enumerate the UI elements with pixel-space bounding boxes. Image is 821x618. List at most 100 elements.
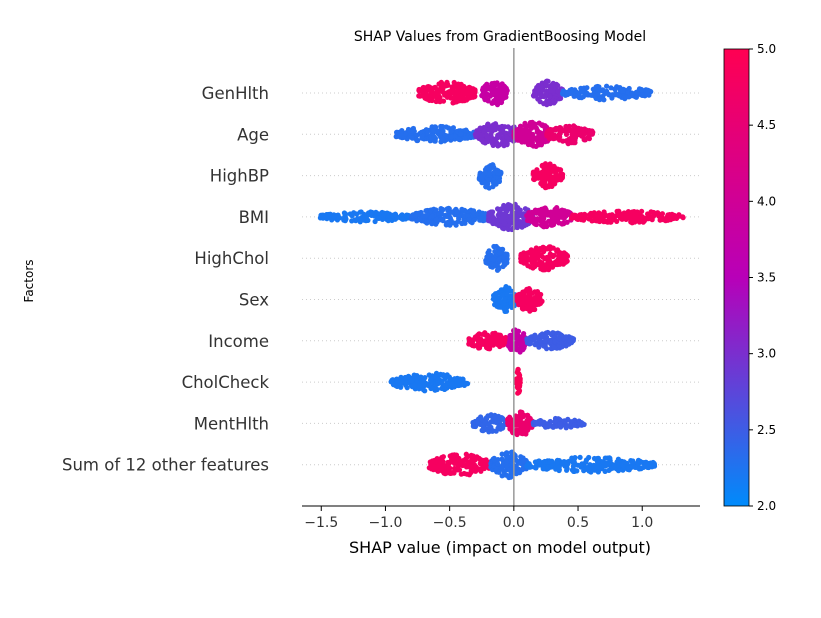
data-point <box>551 344 557 350</box>
data-point <box>397 133 403 139</box>
data-point <box>527 249 533 255</box>
data-point <box>572 93 578 99</box>
data-point <box>524 213 531 219</box>
data-point <box>563 251 569 257</box>
data-point <box>471 343 477 349</box>
data-point <box>613 213 619 219</box>
data-point <box>570 458 577 465</box>
data-point <box>455 462 461 468</box>
data-point <box>550 424 556 430</box>
data-point <box>428 377 434 383</box>
data-point <box>522 122 528 128</box>
data-point <box>574 468 580 474</box>
data-point <box>602 468 608 474</box>
data-point <box>639 208 645 214</box>
data-point <box>553 418 559 424</box>
data-point <box>527 287 533 293</box>
data-point <box>540 267 546 273</box>
data-point <box>493 243 499 250</box>
data-point <box>482 170 488 176</box>
data-point <box>564 219 570 225</box>
data-point <box>479 136 485 142</box>
data-point <box>443 213 449 219</box>
data-point <box>448 129 454 135</box>
data-point <box>556 336 562 342</box>
data-point <box>626 85 632 92</box>
data-point <box>483 259 489 265</box>
colorbar-tick-label: 2.5 <box>757 423 776 437</box>
data-point <box>503 459 510 465</box>
data-point <box>394 378 400 384</box>
feature-label: HighChol <box>194 249 269 268</box>
data-point <box>351 210 357 216</box>
data-point <box>496 266 502 272</box>
data-point <box>497 304 503 310</box>
colorbar-tick-label: 2.0 <box>757 499 776 513</box>
data-point <box>593 218 600 224</box>
data-point <box>580 94 587 100</box>
data-point <box>492 248 498 255</box>
colorbar-tick-label: 3.0 <box>757 347 776 361</box>
data-point <box>545 464 551 470</box>
colorbar-tick-label: 3.5 <box>757 271 776 285</box>
data-point <box>497 299 503 305</box>
data-point <box>547 136 553 142</box>
data-point <box>433 217 440 223</box>
data-point <box>429 213 435 219</box>
data-point <box>415 211 421 217</box>
data-point <box>492 121 499 127</box>
data-point <box>555 82 561 89</box>
data-point <box>369 210 375 216</box>
data-point <box>426 383 432 389</box>
data-point <box>552 339 558 345</box>
colorbar-ticks: 2.0 2.5 3.0 3.5 4.0 4.5 5.0 <box>749 42 776 513</box>
data-point <box>385 218 391 224</box>
beeswarm-cluster <box>569 208 686 226</box>
x-axis-ticks: −1.5 −1.0 −0.5 0.0 0.5 1.0 <box>304 506 653 531</box>
data-point <box>495 222 501 228</box>
data-point <box>446 468 452 474</box>
data-point <box>553 208 559 215</box>
data-point <box>449 209 455 215</box>
data-point <box>507 467 513 473</box>
data-point <box>416 383 422 389</box>
data-point <box>629 90 635 96</box>
data-point <box>516 389 522 395</box>
data-point <box>420 213 426 219</box>
data-point <box>540 333 546 339</box>
data-point <box>547 177 553 183</box>
data-point <box>570 128 576 134</box>
data-point <box>515 205 521 211</box>
data-point <box>445 461 451 467</box>
data-point <box>515 384 521 390</box>
data-point <box>404 385 410 391</box>
data-point <box>490 162 496 168</box>
data-point <box>470 453 476 459</box>
data-point <box>506 222 512 228</box>
data-point <box>607 455 613 461</box>
data-point <box>570 215 576 221</box>
data-point <box>458 83 464 89</box>
data-point <box>324 216 330 222</box>
x-tick-label: 0.5 <box>567 515 589 531</box>
data-point <box>472 87 478 93</box>
data-point <box>495 461 501 467</box>
data-point <box>563 126 570 133</box>
data-point <box>625 209 632 215</box>
data-point <box>470 464 476 470</box>
data-point <box>588 469 594 475</box>
data-point <box>491 169 497 175</box>
data-point <box>633 89 639 95</box>
data-point <box>455 218 461 224</box>
data-point <box>557 417 563 423</box>
data-point <box>513 417 519 423</box>
data-point <box>429 97 435 104</box>
data-point <box>405 126 412 133</box>
beeswarm-cluster <box>426 451 494 478</box>
beeswarm-cluster <box>416 79 478 106</box>
data-point <box>630 459 636 465</box>
data-point <box>532 221 539 227</box>
data-point <box>530 260 536 266</box>
data-point <box>539 247 545 253</box>
data-point <box>499 292 505 298</box>
